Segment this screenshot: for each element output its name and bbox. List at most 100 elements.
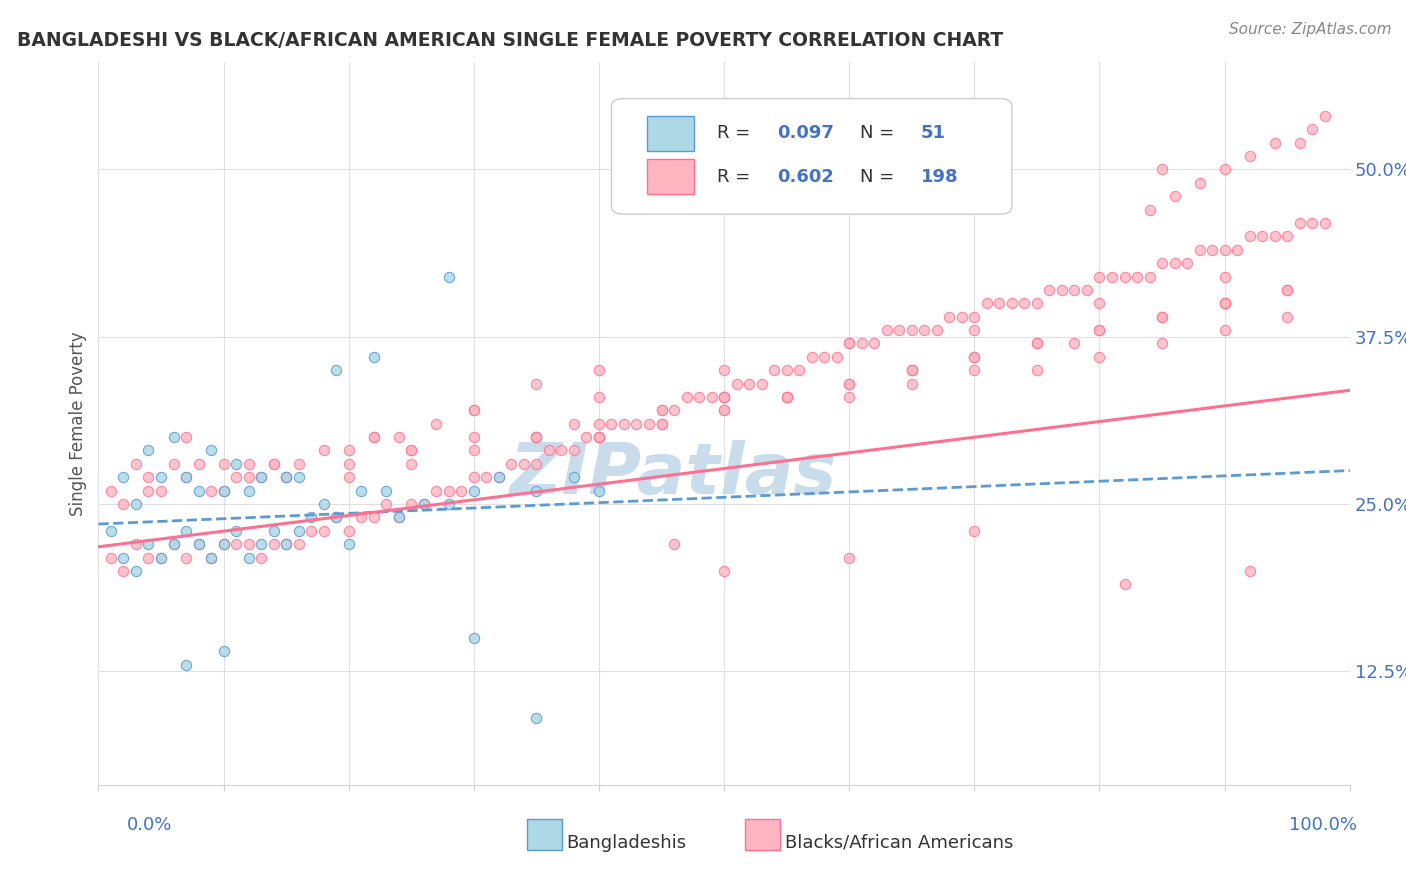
Point	[1277, 283, 1299, 297]
Point	[963, 350, 986, 364]
Point	[575, 430, 598, 444]
Point	[588, 430, 610, 444]
Point	[813, 350, 835, 364]
Point	[488, 470, 510, 484]
Point	[437, 269, 460, 284]
Point	[337, 537, 360, 551]
Point	[225, 537, 247, 551]
Point	[312, 497, 335, 511]
Point	[1088, 323, 1111, 337]
Point	[963, 310, 986, 324]
Point	[200, 443, 222, 458]
Point	[1114, 577, 1136, 591]
Point	[1088, 296, 1111, 310]
Point	[1226, 243, 1249, 257]
Point	[1288, 136, 1310, 150]
Point	[162, 537, 184, 551]
FancyBboxPatch shape	[612, 98, 1012, 214]
Point	[112, 470, 135, 484]
Point	[174, 550, 197, 565]
Point	[363, 430, 385, 444]
Point	[450, 483, 472, 498]
Point	[250, 470, 273, 484]
Point	[425, 417, 447, 431]
Point	[187, 537, 209, 551]
Point	[412, 497, 434, 511]
Point	[100, 524, 122, 538]
Point	[600, 417, 623, 431]
Point	[200, 550, 222, 565]
Point	[1126, 269, 1149, 284]
Point	[1313, 109, 1336, 123]
Point	[212, 483, 235, 498]
Point	[1088, 269, 1111, 284]
Point	[463, 430, 485, 444]
Point	[963, 350, 986, 364]
Point	[238, 470, 260, 484]
Point	[250, 470, 273, 484]
Point	[1213, 296, 1236, 310]
Point	[401, 443, 423, 458]
Point	[138, 550, 160, 565]
Point	[776, 390, 799, 404]
Point	[250, 537, 273, 551]
Point	[174, 657, 197, 672]
Point	[800, 350, 823, 364]
Point	[675, 390, 697, 404]
Point	[1050, 283, 1073, 297]
Point	[738, 376, 761, 391]
Point	[1026, 336, 1049, 351]
Point	[212, 457, 235, 471]
Text: ZIPatlas: ZIPatlas	[510, 440, 838, 508]
Point	[562, 443, 585, 458]
Point	[976, 296, 998, 310]
Point	[150, 483, 173, 498]
Point	[463, 443, 485, 458]
Point	[287, 457, 309, 471]
Point	[138, 470, 160, 484]
Point	[1063, 336, 1085, 351]
Point	[187, 457, 209, 471]
Point	[425, 483, 447, 498]
Point	[250, 550, 273, 565]
Point	[1101, 269, 1123, 284]
Point	[688, 390, 710, 404]
Point	[174, 470, 197, 484]
Point	[475, 470, 498, 484]
Point	[1264, 229, 1286, 244]
Point	[963, 323, 986, 337]
Point	[925, 323, 948, 337]
Point	[274, 537, 298, 551]
Point	[274, 470, 298, 484]
Point	[287, 537, 309, 551]
Point	[562, 417, 585, 431]
Point	[613, 417, 636, 431]
Point	[1175, 256, 1198, 270]
Point	[238, 550, 260, 565]
Point	[299, 524, 322, 538]
Point	[900, 376, 922, 391]
Point	[787, 363, 810, 377]
Point	[162, 430, 184, 444]
Text: N =: N =	[860, 124, 900, 142]
Point	[988, 296, 1011, 310]
Point	[963, 524, 986, 538]
Point	[1301, 216, 1323, 230]
Point	[524, 430, 547, 444]
Text: N =: N =	[860, 168, 900, 186]
Point	[150, 470, 173, 484]
Point	[212, 537, 235, 551]
Point	[1163, 256, 1185, 270]
Point	[1014, 296, 1036, 310]
Point	[1139, 269, 1161, 284]
Point	[1150, 310, 1173, 324]
Point	[125, 564, 148, 578]
Point	[1277, 310, 1299, 324]
Point	[1063, 283, 1085, 297]
Point	[889, 323, 911, 337]
Point	[524, 430, 547, 444]
Point	[463, 483, 485, 498]
Point	[1213, 296, 1236, 310]
Point	[700, 390, 723, 404]
Point	[1076, 283, 1098, 297]
